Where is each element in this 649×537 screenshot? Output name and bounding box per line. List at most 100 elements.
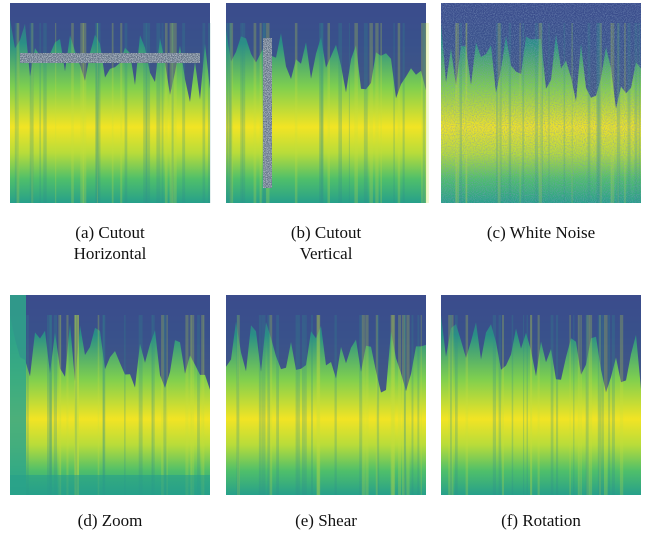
streak: [74, 315, 77, 495]
streak: [523, 315, 525, 495]
caption: (c) White Noise: [487, 223, 595, 242]
streak: [302, 315, 306, 495]
streak: [599, 315, 601, 495]
streak: [317, 315, 321, 495]
streak: [102, 315, 105, 495]
streak: [96, 23, 101, 203]
streak: [348, 23, 350, 203]
streak: [237, 315, 240, 495]
streak: [145, 23, 149, 203]
streak: [102, 315, 106, 495]
dark-region: [10, 295, 210, 390]
streak: [58, 315, 61, 495]
streak: [361, 315, 365, 495]
streak: [311, 315, 313, 495]
streak: [171, 23, 176, 203]
streak: [182, 23, 186, 203]
streak: [29, 23, 34, 203]
captions: (a) Cutout Horizontal (b) Cutout Vertica…: [74, 223, 595, 530]
streak: [526, 315, 528, 495]
streak: [55, 23, 57, 203]
streak: [120, 23, 123, 203]
streak: [398, 315, 401, 495]
streak: [585, 315, 589, 495]
spectrogram: [441, 3, 641, 203]
streak: [319, 23, 323, 203]
streak: [537, 315, 540, 495]
streak: [161, 315, 165, 495]
streak: [49, 315, 52, 495]
streak: [404, 315, 406, 495]
streak: [77, 315, 79, 495]
streak: [608, 315, 611, 495]
streak: [66, 315, 69, 495]
streak: [164, 23, 168, 203]
streak: [369, 23, 373, 203]
cutout-noise: [263, 38, 272, 188]
streak: [359, 315, 363, 495]
streak: [163, 315, 167, 495]
streak: [169, 23, 174, 203]
streak: [492, 315, 496, 495]
streak: [376, 315, 380, 495]
spectrogram: [441, 295, 641, 495]
streak: [124, 315, 126, 495]
streak: [267, 315, 271, 495]
caption: Horizontal: [74, 244, 147, 263]
streak: [253, 23, 257, 203]
streak: [166, 315, 168, 495]
streak: [586, 315, 590, 495]
streak: [502, 315, 504, 495]
streak: [49, 315, 53, 495]
streak: [569, 315, 571, 495]
streak: [208, 23, 211, 203]
streak: [530, 315, 532, 495]
streak: [422, 23, 426, 203]
streak: [320, 23, 324, 203]
streak: [229, 23, 232, 203]
zoom-edge: [10, 295, 26, 495]
streak: [124, 23, 128, 203]
streak: [455, 315, 458, 495]
spectrogram: [10, 3, 211, 203]
streak: [393, 23, 395, 203]
caption: (f) Rotation: [501, 511, 581, 530]
streak: [465, 315, 469, 495]
streak: [80, 23, 84, 203]
streak: [228, 23, 233, 203]
streak: [573, 315, 575, 495]
streak: [401, 315, 406, 495]
streak: [143, 23, 148, 203]
streak: [601, 315, 604, 495]
streak: [53, 315, 57, 495]
streak: [191, 315, 195, 495]
streak: [31, 23, 34, 203]
caption: (b) Cutout: [291, 223, 362, 242]
streak: [151, 315, 153, 495]
panels: [10, 3, 641, 495]
streak: [175, 23, 177, 203]
streak: [202, 23, 206, 203]
streak: [229, 23, 234, 203]
streak: [96, 23, 99, 203]
streak: [189, 315, 192, 495]
streak: [148, 23, 151, 203]
caption: (d) Zoom: [78, 511, 143, 530]
streak: [417, 315, 420, 495]
streak: [397, 23, 401, 203]
streak: [75, 315, 79, 495]
streak: [425, 23, 429, 203]
streak: [269, 315, 273, 495]
streak: [236, 315, 240, 495]
streak: [201, 315, 204, 495]
streak: [380, 23, 382, 203]
streak: [74, 315, 76, 495]
spectrogram: [10, 295, 210, 495]
streak: [294, 23, 298, 203]
streak: [39, 23, 41, 203]
streak: [242, 23, 246, 203]
streak: [448, 315, 452, 495]
streak: [403, 315, 406, 495]
streak: [26, 315, 29, 495]
streak: [411, 315, 414, 495]
